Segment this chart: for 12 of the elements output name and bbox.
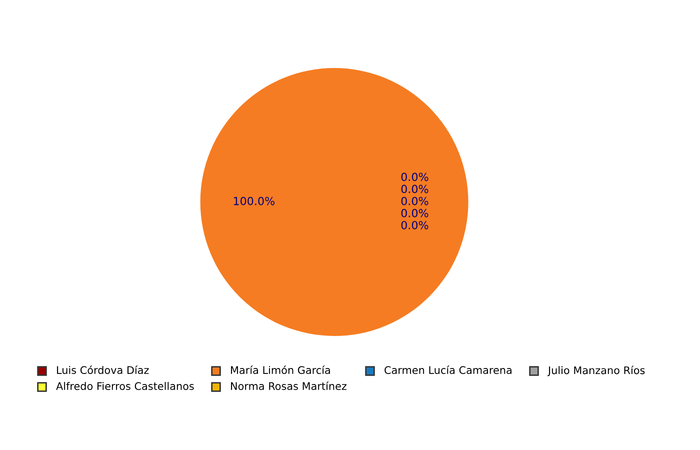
legend-label: Luis Córdova Díaz (57, 366, 149, 374)
text: 0.0% (401, 172, 428, 182)
legend-label: Julio Manzano Ríos (547, 366, 645, 376)
legend-label: Carmen Lucía Camarena (384, 366, 512, 374)
text: 0.0% (401, 208, 428, 218)
legend-label: María Limón García (231, 366, 330, 374)
legend-label: Norma Rosas Martínez (231, 382, 346, 390)
text: 0.0% (401, 196, 428, 206)
data-label: 100.0% (234, 196, 274, 206)
text: 0.0% (401, 220, 428, 230)
legend-label: Alfredo Fierros Castellanos (56, 382, 194, 390)
text: 0.0% (401, 184, 428, 194)
